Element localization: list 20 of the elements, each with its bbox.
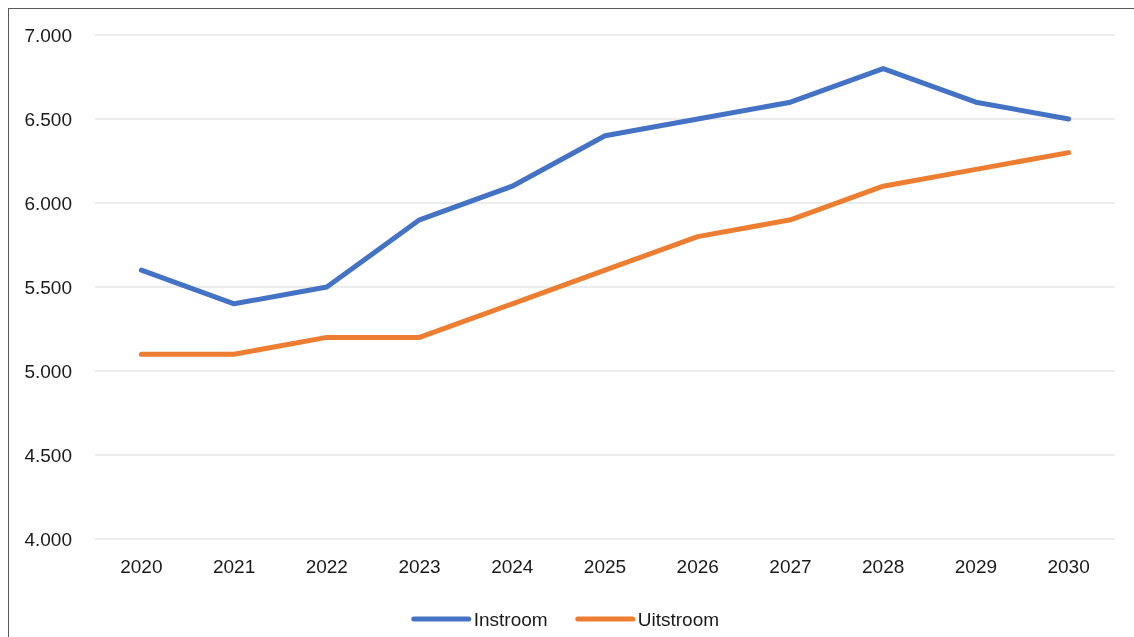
x-tick-label: 2025 — [583, 555, 627, 577]
x-tick-label: 2023 — [398, 555, 441, 577]
x-tick-label: 2022 — [305, 555, 348, 577]
y-tick-label: 5.500 — [24, 276, 72, 298]
x-tick-label: 2030 — [1047, 555, 1090, 577]
x-tick-label: 2024 — [491, 555, 534, 577]
x-tick-label: 2028 — [862, 555, 905, 577]
y-tick-label: 7.000 — [24, 24, 72, 46]
y-tick-label: 6.500 — [24, 108, 72, 130]
y-tick-label: 4.500 — [24, 444, 72, 466]
y-tick-label: 5.000 — [24, 360, 72, 382]
x-tick-label: 2026 — [676, 555, 719, 577]
y-tick-label: 6.000 — [24, 192, 72, 214]
x-tick-label: 2021 — [212, 555, 256, 577]
x-tick-label: 2029 — [954, 555, 998, 577]
legend-label: Uitstroom — [637, 608, 720, 630]
x-tick-label: 2020 — [120, 555, 163, 577]
x-tick-label: 2027 — [769, 555, 812, 577]
y-tick-label: 4.000 — [24, 528, 72, 550]
legend-label: Instroom — [473, 608, 548, 630]
